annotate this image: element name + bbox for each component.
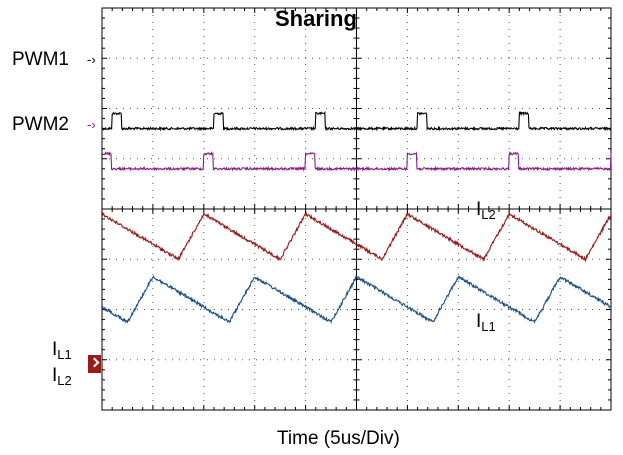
il1-label-sub: L1 [481,319,496,334]
pwm1-arrow-icon: -› [87,52,96,67]
trace-pwm2 [101,151,612,172]
trace-il2 [101,211,612,263]
il1-axis-sub: L1 [57,347,72,362]
x-axis-label: Time (5us/Div) [277,428,400,449]
pwm2-label: PWM2 [12,114,69,135]
channel-ground-marker-icon [88,355,101,373]
il1-label-plot: IL1 [476,312,496,333]
trace-il1 [101,274,612,325]
pwm1-label: PWM1 [12,49,69,70]
il2-label-axis: IL2 [52,366,72,387]
il1-label-axis: IL1 [52,340,72,361]
pwm2-arrow-icon: -› [87,117,96,132]
trace-pwm1 [101,110,612,132]
il2-axis-sub: L2 [57,373,72,388]
il2-label-sub: L2 [481,207,496,222]
il1-label-letter: I [476,311,482,332]
il1-axis-letter: I [52,339,58,360]
il2-axis-letter: I [52,365,58,386]
